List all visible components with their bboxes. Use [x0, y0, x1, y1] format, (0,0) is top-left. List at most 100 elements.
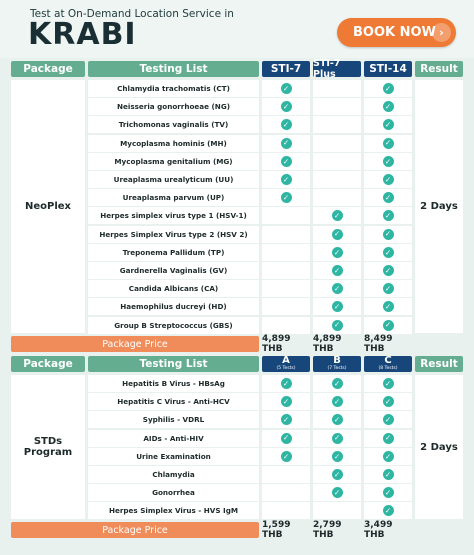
table-row: Gardnerella Vaginalis (GV) ✓ ✓: [88, 262, 412, 279]
package-header: Package: [11, 61, 85, 77]
check-icon: ✓: [382, 83, 394, 94]
tier-b-count: (7 Tests): [327, 366, 347, 372]
table-cell: ✓: [364, 316, 412, 334]
testing-list-header: Testing List: [88, 61, 259, 77]
table-row: Group B Streptococcus (GBS) ✓ ✓: [88, 316, 412, 334]
table-cell: ✓: [313, 298, 361, 316]
check-icon: ✓: [331, 432, 343, 444]
check-icon: ✓: [382, 228, 394, 240]
table-cell: ✓: [364, 411, 412, 429]
check-icon: ✓: [331, 301, 343, 313]
table-cell: ✓: [262, 152, 310, 170]
table-row: Herpes simplex virus type 1 (HSV-1) ✓ ✓: [88, 207, 412, 225]
table-row: AIDs - Anti-HIV ✓ ✓ ✓: [88, 429, 412, 447]
test-name: Chlamydia trachomatis (CT): [88, 80, 259, 97]
check-icon: ✓: [280, 450, 292, 462]
city-title: KRABI: [28, 17, 137, 52]
test-name: AIDs - Anti-HIV: [88, 429, 259, 447]
tier-c-count: (8 Tests): [378, 366, 398, 372]
check-icon: ✓: [382, 450, 394, 462]
table-cell: ✓: [313, 429, 361, 447]
table-cell: [262, 466, 310, 483]
result-duration: 2 Days: [415, 375, 463, 519]
check-icon: ✓: [331, 210, 343, 222]
table-row: Mycoplasma hominis (MH) ✓ ✓: [88, 134, 412, 152]
table-cell: [313, 152, 361, 170]
price-a: 1,599 THB: [262, 520, 291, 540]
test-name: Hepatitis C Virus - Anti-HCV: [88, 393, 259, 411]
check-icon: ✓: [382, 155, 394, 167]
table-cell: ✓: [262, 80, 310, 97]
test-name: Gonorrhea: [88, 484, 259, 502]
test-name: Trichomonas vaginalis (TV): [88, 116, 259, 134]
table-cell: ✓: [262, 375, 310, 392]
table-row: Hepatitis B Virus - HBsAg ✓ ✓ ✓: [88, 375, 412, 392]
table-cell: ✓: [262, 98, 310, 116]
test-name: Ureaplasma parvum (UP): [88, 189, 259, 207]
table-cell: [313, 171, 361, 188]
check-icon: ✓: [382, 137, 394, 149]
table-row: Trichomonas vaginalis (TV) ✓ ✓: [88, 116, 412, 134]
check-icon: ✓: [280, 378, 292, 389]
table-row: Haemophilus ducreyi (HD) ✓ ✓: [88, 298, 412, 316]
check-icon: ✓: [331, 450, 343, 462]
check-icon: ✓: [331, 228, 343, 240]
check-icon: ✓: [382, 469, 394, 480]
test-name: Urine Examination: [88, 447, 259, 465]
test-name: Haemophilus ducreyi (HD): [88, 298, 259, 316]
check-icon: ✓: [280, 432, 292, 444]
column-header-a: A (5 Tests): [262, 356, 310, 372]
table-cell: ✓: [364, 262, 412, 279]
table-row: Treponema Pallidum (TP) ✓ ✓: [88, 243, 412, 261]
check-icon: ✓: [280, 101, 292, 113]
table-cell: ✓: [364, 225, 412, 243]
table-cell: ✓: [364, 98, 412, 116]
table-cell: [262, 207, 310, 225]
table-cell: [313, 134, 361, 152]
check-icon: ✓: [382, 210, 394, 222]
check-icon: ✓: [382, 414, 394, 426]
check-icon: ✓: [382, 101, 394, 113]
table-cell: ✓: [262, 189, 310, 207]
column-header-b: B (7 Tests): [313, 356, 361, 372]
test-name: Gardnerella Vaginalis (GV): [88, 262, 259, 279]
table-cell: ✓: [364, 393, 412, 411]
book-now-label: BOOK NOW: [353, 25, 436, 40]
check-icon: ✓: [280, 155, 292, 167]
test-name: Candida Albicans (CA): [88, 280, 259, 298]
check-icon: ✓: [331, 378, 343, 389]
package-price-label: Package Price: [11, 522, 259, 538]
result-header: Result: [415, 61, 463, 77]
check-icon: ✓: [382, 283, 394, 295]
check-icon: ✓: [382, 487, 394, 499]
table-cell: ✓: [364, 207, 412, 225]
table-row: Gonorrhea ✓ ✓: [88, 484, 412, 502]
table-cell: [313, 502, 361, 520]
check-icon: ✓: [382, 265, 394, 276]
page-header: Test at On-Demand Location Service in KR…: [0, 0, 474, 58]
column-header-sti-14: STI-14: [364, 61, 412, 77]
table-row: Neisseria gonorrhoeae (NG) ✓ ✓: [88, 98, 412, 116]
book-now-button[interactable]: BOOK NOW ›: [337, 18, 456, 47]
table-cell: ✓: [313, 243, 361, 261]
table-cell: [262, 484, 310, 502]
check-icon: ✓: [382, 396, 394, 408]
test-name: Herpes Simplex Virus - HVS IgM: [88, 502, 259, 520]
table-cell: ✓: [364, 298, 412, 316]
test-name: Group B Streptococcus (GBS): [88, 316, 259, 334]
table-cell: ✓: [262, 429, 310, 447]
check-icon: ✓: [382, 174, 394, 185]
table-cell: ✓: [313, 225, 361, 243]
test-name: Treponema Pallidum (TP): [88, 243, 259, 261]
check-icon: ✓: [382, 301, 394, 313]
tier-c-label: C: [384, 355, 392, 367]
table-cell: ✓: [313, 375, 361, 392]
price-sti-14: 8,499 THB: [364, 334, 393, 354]
testing-list-header: Testing List: [88, 356, 259, 372]
table-cell: ✓: [364, 134, 412, 152]
test-name: Hepatitis B Virus - HBsAg: [88, 375, 259, 392]
check-icon: ✓: [280, 174, 292, 185]
table-cell: ✓: [262, 171, 310, 188]
table-cell: ✓: [313, 466, 361, 483]
check-icon: ✓: [280, 119, 292, 131]
